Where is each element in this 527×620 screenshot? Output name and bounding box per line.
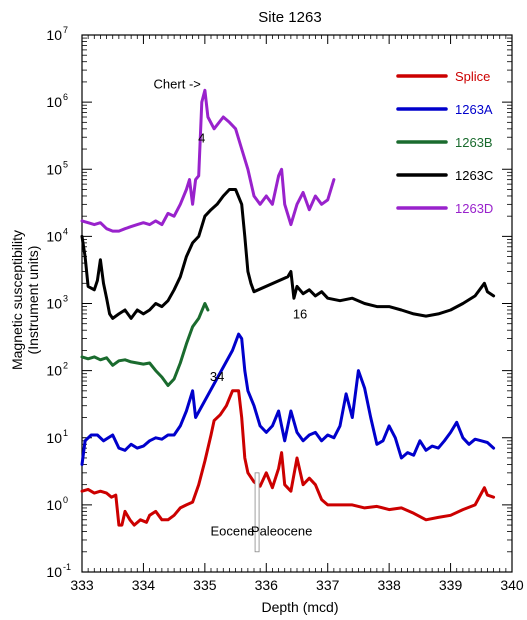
legend-label: Splice xyxy=(455,69,490,84)
y-axis-label-line1: Magnetic susceptibility xyxy=(9,230,25,370)
annotation: Chert -> xyxy=(154,76,201,91)
annotation: Eocene xyxy=(210,523,254,538)
chart-title: Site 1263 xyxy=(258,9,321,26)
plot-border xyxy=(81,34,513,573)
y-tick-exponent: 1 xyxy=(63,428,68,438)
y-tick-label: 10 xyxy=(46,564,62,580)
y-tick-exponent: -1 xyxy=(63,562,71,572)
x-axis-label: Depth (mcd) xyxy=(261,599,338,615)
x-tick-label: 335 xyxy=(193,577,217,593)
y-tick-exponent: 0 xyxy=(63,495,68,505)
y-tick-exponent: 7 xyxy=(63,25,68,35)
series-group xyxy=(80,88,496,527)
legend-label: 1263A xyxy=(455,102,493,117)
x-tick-label: 340 xyxy=(500,577,524,593)
y-tick-label: 10 xyxy=(46,296,62,312)
x-tick-label: 338 xyxy=(377,577,401,593)
y-axis-label: Magnetic susceptibility (Instrument unit… xyxy=(9,230,41,370)
y-axis-label-line2: (Instrument units) xyxy=(25,246,41,355)
y-tick-label: 10 xyxy=(46,94,62,110)
x-tick-label: 336 xyxy=(255,577,279,593)
x-tick-label: 334 xyxy=(132,577,156,593)
y-tick-label: 10 xyxy=(46,497,62,513)
series-line-1263b xyxy=(80,302,210,387)
x-tick-label: 337 xyxy=(316,577,340,593)
series-line-1263d xyxy=(80,88,336,233)
y-tick-exponent: 6 xyxy=(63,92,68,102)
legend-label: 1263C xyxy=(455,168,493,183)
legend: Splice 1263A 1263B 1263C 1263D xyxy=(396,69,493,216)
boundary-bar xyxy=(254,472,260,553)
legend-label: 1263B xyxy=(455,135,493,150)
y-tick-label: 10 xyxy=(46,430,62,446)
y-tick-label: 10 xyxy=(46,27,62,43)
y-tick-label: 10 xyxy=(46,228,62,244)
y-tick-exponent: 5 xyxy=(63,159,68,169)
y-tick-label: 10 xyxy=(46,161,62,177)
annotation: 34 xyxy=(210,369,224,384)
series-line-1263a xyxy=(80,332,496,466)
epoch-boundary-marker xyxy=(254,472,260,553)
annotation: 16 xyxy=(293,306,307,321)
series-line-splice xyxy=(80,389,496,527)
y-tick-exponent: 2 xyxy=(63,361,68,371)
x-tick-label: 339 xyxy=(439,577,463,593)
annotation: Paleocene xyxy=(251,523,312,538)
annotation: 4 xyxy=(198,131,205,146)
series-line-1263c xyxy=(80,188,496,320)
plot-frame xyxy=(81,34,513,573)
x-tick-label: 333 xyxy=(70,577,94,593)
y-tick-exponent: 4 xyxy=(63,226,68,236)
legend-label: 1263D xyxy=(455,201,493,216)
x-axis: 333 334 335 336 337 338 339 340 xyxy=(70,35,524,593)
y-tick-exponent: 3 xyxy=(63,294,68,304)
y-tick-label: 10 xyxy=(46,363,62,379)
